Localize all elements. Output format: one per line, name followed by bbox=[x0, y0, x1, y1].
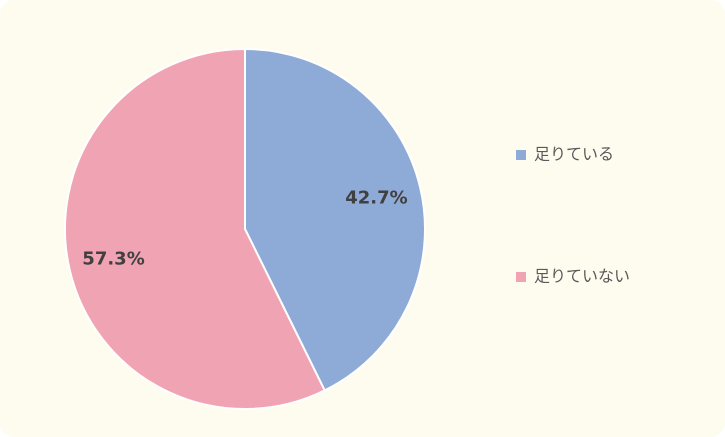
legend-swatch bbox=[516, 150, 526, 160]
pie-slice bbox=[244, 47, 426, 392]
pie-slice bbox=[64, 47, 327, 410]
data-label: 42.7% bbox=[345, 187, 407, 208]
data-label: 57.3% bbox=[82, 249, 144, 270]
legend-swatch bbox=[516, 272, 526, 282]
legend-label: 足りている bbox=[534, 145, 614, 164]
legend-label: 足りていない bbox=[534, 267, 630, 286]
